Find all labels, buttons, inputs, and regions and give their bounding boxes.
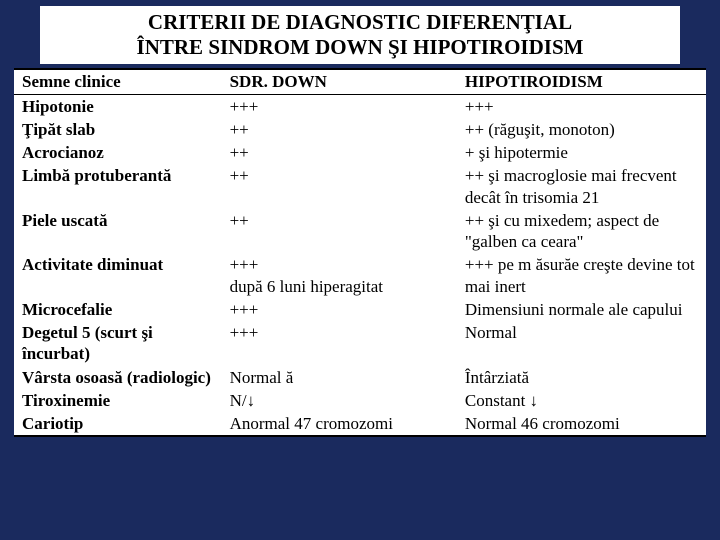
cell-down: ++ [222,118,457,141]
row-label: Cariotip [14,412,222,436]
table-header-row: Semne clinice SDR. DOWN HIPOTIROIDISM [14,70,706,94]
row-label: Acrocianoz [14,141,222,164]
row-label: Ţipăt slab [14,118,222,141]
table-row: Degetul 5 (scurt şi încurbat) +++ Normal [14,321,706,366]
col-header-hypo: HIPOTIROIDISM [457,70,706,94]
cell-down: N/↓ [222,389,457,412]
cell-down: +++ [222,321,457,366]
slide-title: CRITERII DE DIAGNOSTIC DIFERENŢIAL ÎNTRE… [48,10,672,60]
cell-hypo: Întârziată [457,366,706,389]
table-row: Cariotip Anormal 47 cromozomi Normal 46 … [14,412,706,436]
table-row: Microcefalie +++ Dimensiuni normale ale … [14,298,706,321]
table-row: Acrocianoz ++ + şi hipotermie [14,141,706,164]
comparison-table: Semne clinice SDR. DOWN HIPOTIROIDISM Hi… [14,70,706,437]
cell-hypo: ++ şi cu mixedem; aspect de "galben ca c… [457,209,706,254]
cell-down: ++ [222,164,457,209]
cell-hypo: Constant ↓ [457,389,706,412]
slide: CRITERII DE DIAGNOSTIC DIFERENŢIAL ÎNTRE… [0,0,720,540]
row-label: Tiroxinemie [14,389,222,412]
cell-hypo: +++ pe m ăsurăe creşte devine tot mai in… [457,253,706,298]
title-line-2: ÎNTRE SINDROM DOWN ŞI HIPOTIROIDISM [137,35,584,59]
cell-hypo: Normal [457,321,706,366]
cell-hypo: Normal 46 cromozomi [457,412,706,436]
cell-down: +++ [222,94,457,118]
col-header-down: SDR. DOWN [222,70,457,94]
comparison-table-box: Semne clinice SDR. DOWN HIPOTIROIDISM Hi… [14,68,706,437]
cell-hypo: ++ (răguşit, monoton) [457,118,706,141]
table-row: Piele uscată ++ ++ şi cu mixedem; aspect… [14,209,706,254]
cell-down: +++după 6 luni hiperagitat [222,253,457,298]
title-box: CRITERII DE DIAGNOSTIC DIFERENŢIAL ÎNTRE… [40,6,680,64]
cell-hypo: +++ [457,94,706,118]
cell-hypo: Dimensiuni normale ale capului [457,298,706,321]
row-label: Activitate diminuat [14,253,222,298]
table-row: Vârsta osoasă (radiologic) Normal ă Întâ… [14,366,706,389]
row-label: Piele uscată [14,209,222,254]
table-row: Activitate diminuat +++după 6 luni hiper… [14,253,706,298]
row-label: Limbă protuberantă [14,164,222,209]
row-label: Microcefalie [14,298,222,321]
table-row: Limbă protuberantă ++ ++ şi macroglosie … [14,164,706,209]
row-label: Degetul 5 (scurt şi încurbat) [14,321,222,366]
cell-down: +++ [222,298,457,321]
row-label: Vârsta osoasă (radiologic) [14,366,222,389]
cell-hypo: + şi hipotermie [457,141,706,164]
table-row: Hipotonie +++ +++ [14,94,706,118]
cell-down: ++ [222,209,457,254]
cell-hypo: ++ şi macroglosie mai frecvent decât în … [457,164,706,209]
col-header-signs: Semne clinice [14,70,222,94]
cell-down: Normal ă [222,366,457,389]
cell-down: ++ [222,141,457,164]
title-line-1: CRITERII DE DIAGNOSTIC DIFERENŢIAL [148,10,572,34]
table-row: Tiroxinemie N/↓ Constant ↓ [14,389,706,412]
table-body: Hipotonie +++ +++ Ţipăt slab ++ ++ (răgu… [14,94,706,436]
table-row: Ţipăt slab ++ ++ (răguşit, monoton) [14,118,706,141]
row-label: Hipotonie [14,94,222,118]
cell-down: Anormal 47 cromozomi [222,412,457,436]
